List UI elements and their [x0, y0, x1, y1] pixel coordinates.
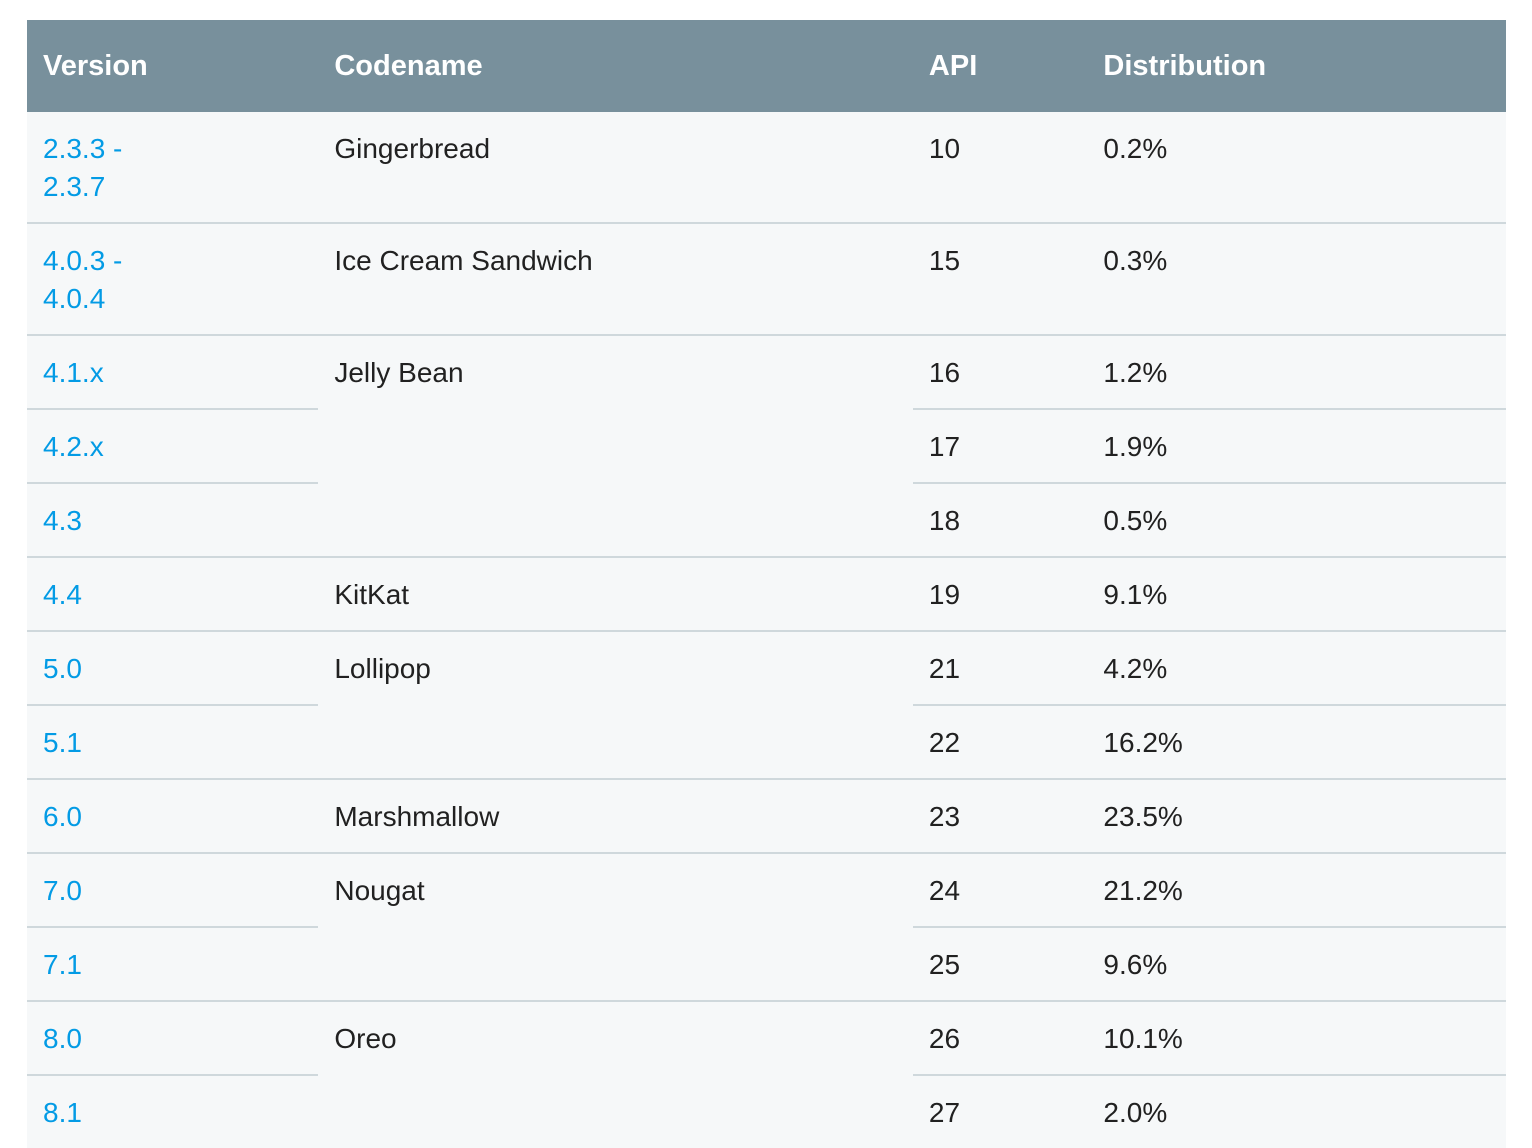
- version-link[interactable]: 2.3.3 - 2.3.7: [43, 133, 123, 202]
- version-cell: 5.0: [27, 631, 319, 706]
- version-cell: 4.3: [27, 483, 319, 558]
- codename-cell: Lollipop: [318, 631, 913, 780]
- header-row: Version Codename API Distribution: [27, 20, 1506, 112]
- version-cell: 7.0: [27, 853, 319, 928]
- codename-cell: KitKat: [318, 557, 913, 632]
- version-cell: 6.0: [27, 779, 319, 854]
- codename-cell: Marshmallow: [318, 779, 913, 854]
- api-cell: 22: [912, 705, 1088, 780]
- version-link[interactable]: 4.0.3 - 4.0.4: [43, 245, 123, 314]
- version-link[interactable]: 5.0: [43, 653, 82, 684]
- version-link[interactable]: 6.0: [43, 801, 82, 832]
- table-row: 2.3.3 - 2.3.7 Gingerbread 10 0.2%: [27, 112, 1506, 224]
- api-cell: 25: [912, 927, 1088, 1002]
- android-version-distribution-table: Version Codename API Distribution 2.3.3 …: [27, 20, 1506, 1148]
- version-cell: 4.4: [27, 557, 319, 632]
- distribution-cell: 0.5%: [1087, 483, 1506, 558]
- api-cell: 17: [912, 409, 1088, 484]
- version-cell: 8.0: [27, 1001, 319, 1076]
- version-cell: 8.1: [27, 1075, 318, 1148]
- table-row: 4.0.3 - 4.0.4 Ice Cream Sandwich 15 0.3%: [27, 223, 1506, 336]
- version-link[interactable]: 7.1: [43, 949, 82, 980]
- codename-cell: Jelly Bean: [318, 335, 913, 558]
- table-header: Version Codename API Distribution: [27, 20, 1506, 112]
- column-header-version: Version: [27, 20, 319, 112]
- distribution-cell: 10.1%: [1087, 1001, 1506, 1076]
- version-cell: 2.3.3 - 2.3.7: [27, 112, 319, 224]
- version-link[interactable]: 4.1.x: [43, 357, 104, 388]
- table-row: 8.1 27 2.0%: [27, 1075, 1506, 1148]
- table-row: 4.1.x Jelly Bean 16 1.2%: [27, 335, 1506, 558]
- table-body: 2.3.3 - 2.3.7 Gingerbread 10 0.2% 4.0.3 - 4.…: [27, 112, 1506, 1148]
- distribution-cell: 1.9%: [1087, 409, 1506, 484]
- version-link[interactable]: 8.1: [43, 1097, 82, 1128]
- distribution-cell: 1.2%: [1087, 335, 1506, 410]
- table-row: 4.4 KitKat 19 9.1%: [27, 557, 1506, 632]
- version-link[interactable]: 4.4: [43, 579, 82, 610]
- distribution-cell: 21.2%: [1087, 853, 1506, 928]
- version-cell: 4.1.x: [27, 335, 319, 410]
- version-cell: 7.1: [27, 927, 319, 1002]
- api-cell: 23: [912, 779, 1088, 854]
- version-link[interactable]: 7.0: [43, 875, 82, 906]
- api-cell: 18: [912, 483, 1088, 558]
- distribution-cell: 9.1%: [1087, 557, 1506, 632]
- api-cell: 21: [912, 631, 1088, 706]
- version-link[interactable]: 5.1: [43, 727, 82, 758]
- api-cell: 10: [912, 112, 1088, 224]
- table-row: 4.2.x 17 1.9%: [27, 409, 1506, 484]
- distribution-cell: 16.2%: [1087, 705, 1506, 780]
- table-row: 6.0 Marshmallow 23 23.5%: [27, 779, 1506, 854]
- version-cell: 5.1: [27, 705, 319, 780]
- version-cell: 4.0.3 - 4.0.4: [27, 223, 319, 336]
- distribution-cell: 0.2%: [1087, 112, 1506, 224]
- distribution-cell: 2.0%: [1103, 1097, 1168, 1128]
- table-row: 4.3 18 0.5%: [27, 483, 1506, 558]
- codename-cell: Ice Cream Sandwich: [318, 223, 913, 336]
- distribution-cell: 0.3%: [1087, 223, 1506, 336]
- api-cell: 15: [912, 223, 1088, 336]
- distribution-cell: 9.6%: [1087, 927, 1506, 1002]
- codename-cell: Nougat: [318, 853, 913, 1002]
- table-row: 5.0 Lollipop 21 4.2%: [27, 631, 1506, 780]
- api-cell: 16: [912, 335, 1088, 410]
- distribution-cell: 23.5%: [1087, 779, 1506, 854]
- codename-cell: Oreo: [334, 1023, 397, 1054]
- column-header-api: API: [912, 20, 1088, 112]
- column-header-distribution: Distribution: [1087, 20, 1506, 112]
- version-link[interactable]: 4.2.x: [43, 431, 104, 462]
- table-row: 7.0 Nougat 24 21.2%: [27, 853, 1506, 1002]
- codename-cell: Gingerbread: [318, 112, 913, 224]
- api-cell: 27: [928, 1097, 961, 1128]
- version-link[interactable]: 4.3: [43, 505, 82, 536]
- table-row: 7.1 25 9.6%: [27, 927, 1506, 1002]
- table-row: 5.1 22 16.2%: [27, 705, 1506, 780]
- column-header-codename: Codename: [318, 20, 913, 112]
- api-cell: 19: [912, 557, 1088, 632]
- version-cell: 4.2.x: [27, 409, 319, 484]
- version-link[interactable]: 8.0: [43, 1023, 82, 1054]
- distribution-cell: 4.2%: [1087, 631, 1506, 706]
- table-row: 8.0 Oreo 26 10.1%: [27, 1001, 1506, 1076]
- api-cell: 24: [912, 853, 1088, 928]
- api-cell: 26: [912, 1001, 1088, 1076]
